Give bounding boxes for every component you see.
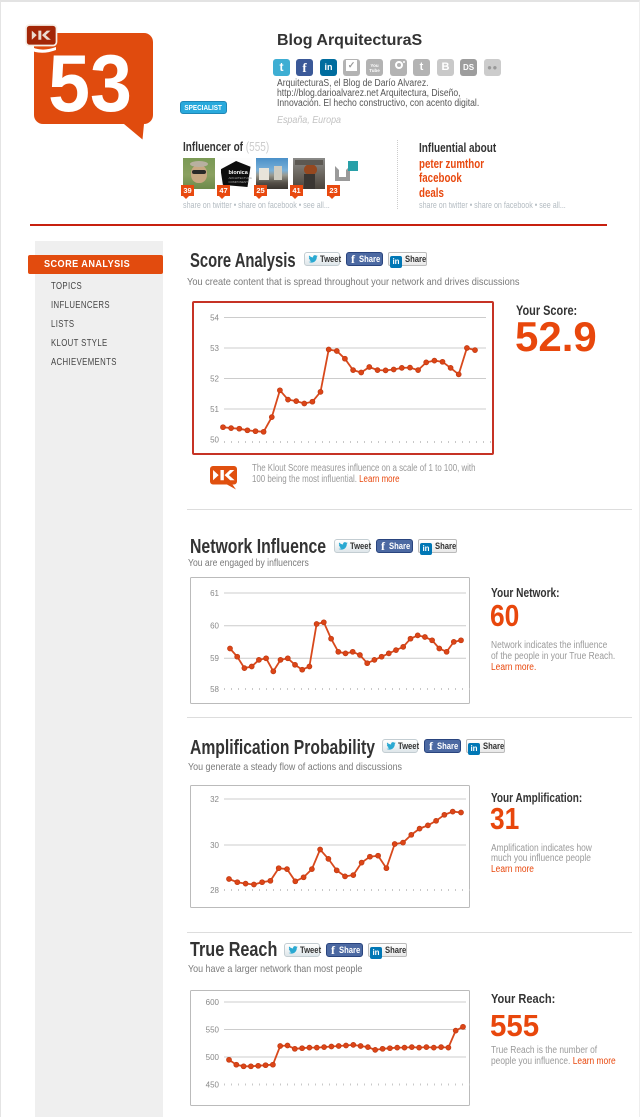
svg-text:54: 54 [210,313,219,322]
svg-text:28: 28 [210,886,219,895]
svg-text:51: 51 [210,405,219,414]
svg-text:550: 550 [206,1025,220,1034]
svg-text:59: 59 [210,654,219,663]
svg-text:58: 58 [210,685,219,694]
svg-text:53: 53 [48,37,132,128]
svg-text:52: 52 [210,374,219,383]
svg-text:32: 32 [210,795,219,804]
svg-text:60: 60 [210,622,219,631]
svg-text:600: 600 [206,998,220,1007]
svg-text:50: 50 [210,435,219,444]
svg-text:450: 450 [206,1080,220,1089]
svg-text:53: 53 [210,344,219,353]
svg-text:500: 500 [206,1053,220,1062]
svg-text:61: 61 [210,589,219,598]
svg-text:30: 30 [210,841,219,850]
